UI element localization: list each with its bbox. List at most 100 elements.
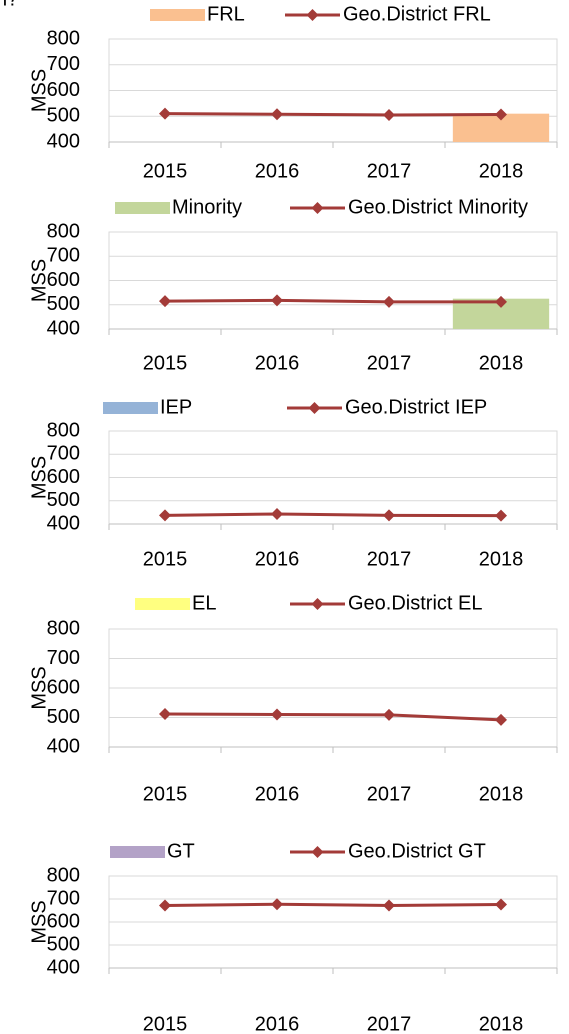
line-marker [271,898,283,911]
x-tick-label: 2018 [479,1013,524,1034]
y-tick-label: 800 [47,617,80,639]
y-tick-label: 700 [47,443,80,465]
y-tick-label: 500 [47,489,80,511]
y-tick-label: 700 [47,53,80,75]
y-tick-label: 400 [47,512,80,534]
y-axis-label: MSS [28,456,50,499]
y-tick-label: 800 [47,27,80,49]
line-marker [383,509,395,522]
x-tick-label: 2016 [255,548,300,570]
legend-label: Geo.District Minority [348,196,528,218]
line-marker [383,108,395,121]
y-tick-label: 400 [47,735,80,757]
legend-marker [311,598,324,610]
legend-swatch [110,846,165,858]
legend-marker [306,9,319,21]
y-tick-label: 400 [47,130,80,152]
line-marker [495,713,507,726]
legend-label: Minority [172,196,242,218]
line-marker [495,108,507,121]
line-marker [159,295,171,308]
x-tick-label: 2017 [367,160,412,182]
x-tick-label: 2015 [143,783,188,805]
x-tick-label: 2015 [143,1013,188,1034]
legend-marker [311,202,324,214]
y-tick-label: 700 [47,245,80,267]
x-tick-label: 2017 [367,548,412,570]
y-tick-label: 500 [47,706,80,728]
legend-swatch [103,402,158,414]
line-marker [159,509,171,522]
y-tick-label: 800 [47,419,80,441]
line-marker [271,108,283,121]
legend-label: EL [192,592,216,614]
x-tick-label: 2017 [367,783,412,805]
y-tick-label: 800 [47,220,80,242]
y-axis-label: MSS [28,259,50,302]
chart: MSS 400 500 600 700 800 2015 2016 2017 2018 FRL Geo… [28,3,558,182]
line-marker [159,899,171,912]
y-axis-label: MSS [28,666,50,709]
legend-label: Geo.District EL [348,592,482,614]
x-tick-label: 2016 [255,160,300,182]
y-tick-label: 600 [47,676,80,698]
legend-label: Geo.District IEP [345,396,487,418]
legend-label: Geo.District FRL [343,3,491,25]
x-tick-label: 2017 [367,1013,412,1034]
legend-swatch [150,9,205,21]
y-tick-label: 600 [47,466,80,488]
y-tick-label: 400 [47,317,80,339]
x-tick-label: 2018 [479,160,524,182]
line-marker [159,707,171,720]
legend-swatch [135,598,190,610]
y-axis-label: MSS [28,69,50,112]
legend-marker [311,846,324,858]
line-marker [495,509,507,522]
line [164,298,501,304]
line [164,512,502,518]
x-tick-label: 2015 [143,548,188,570]
chart: MSS 400 500 600 700 800 2015 2016 2017 2018 EL Geo.… [28,592,558,805]
y-tick-label: 600 [47,910,80,932]
y-tick-label: 500 [47,293,80,315]
x-tick-label: 2015 [143,352,188,374]
caption-fragment: n? [0,0,18,10]
line-marker [383,295,395,308]
x-tick-label: 2018 [479,352,524,374]
line [164,112,502,117]
line-marker [159,107,171,120]
x-tick-label: 2017 [367,352,412,374]
x-tick-label: 2016 [255,352,300,374]
y-tick-label: 700 [47,647,80,669]
x-tick-label: 2015 [143,160,188,182]
line-marker [271,508,283,521]
line-marker [383,899,395,912]
y-tick-label: 700 [47,887,80,909]
y-axis-label: MSS [28,900,50,943]
y-tick-label: 800 [47,864,80,886]
y-tick-label: 500 [47,105,80,127]
line-marker [271,294,283,307]
legend-marker [308,402,321,414]
x-tick-label: 2018 [479,548,524,570]
x-tick-label: 2018 [479,783,524,805]
legend-label: FRL [207,3,245,25]
y-tick-label: 600 [47,79,80,101]
line [164,902,502,907]
x-tick-label: 2016 [255,1013,300,1034]
line-marker [495,898,507,911]
legend-label: Geo.District GT [348,840,486,862]
legend-label: IEP [160,396,192,418]
y-tick-label: 600 [47,269,80,291]
x-tick-label: 2016 [255,783,300,805]
line-marker [271,708,283,721]
line [164,712,502,722]
legend-label: GT [167,840,195,862]
y-tick-label: 400 [47,956,80,978]
legend-swatch [115,202,170,214]
line-marker [495,295,507,308]
y-tick-label: 500 [47,933,80,955]
